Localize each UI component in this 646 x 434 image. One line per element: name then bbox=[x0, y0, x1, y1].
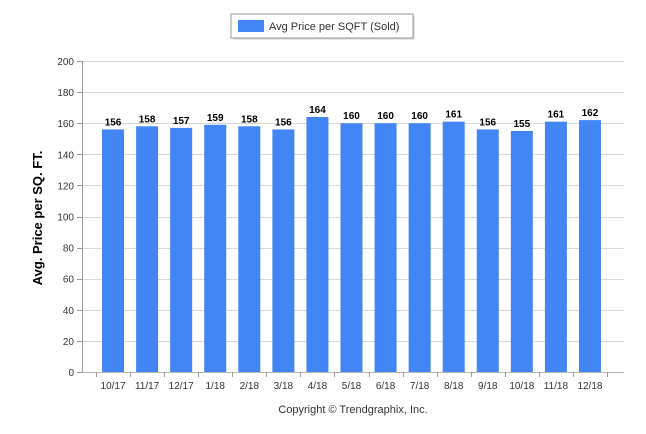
bar-data-label: 160 bbox=[377, 111, 394, 122]
y-tick-label: 160 bbox=[57, 119, 74, 130]
y-tick-label: 180 bbox=[57, 88, 74, 99]
x-tick-label: 8/18 bbox=[444, 381, 464, 392]
y-tick-label: 40 bbox=[63, 306, 75, 317]
bar-data-label: 164 bbox=[309, 105, 326, 116]
y-tick-label: 100 bbox=[57, 213, 74, 224]
bar bbox=[544, 121, 567, 373]
bar-data-label: 156 bbox=[479, 117, 496, 128]
bar-data-label: 156 bbox=[105, 117, 122, 128]
bar bbox=[578, 120, 601, 372]
legend-swatch bbox=[238, 20, 264, 32]
y-tick-label: 120 bbox=[57, 181, 74, 192]
y-tick-label: 20 bbox=[63, 337, 75, 348]
bar bbox=[408, 123, 431, 372]
x-tick-label: 11/18 bbox=[544, 381, 569, 392]
x-tick-label: 6/18 bbox=[376, 381, 396, 392]
y-tick-label: 140 bbox=[57, 150, 74, 161]
bar-data-label: 156 bbox=[275, 117, 292, 128]
x-axis: 10/17 11/17 12/17 1/18 2/18 3/18 4/18 5/18 6/18 7… bbox=[96, 372, 608, 392]
x-tick-label: 9/18 bbox=[478, 381, 498, 392]
bar-data-label: 158 bbox=[139, 114, 156, 125]
bar bbox=[102, 129, 125, 372]
bar bbox=[374, 123, 397, 372]
y-tick-label: 60 bbox=[63, 275, 75, 286]
y-tick-label: 80 bbox=[63, 244, 75, 255]
x-tick-label: 11/17 bbox=[135, 381, 160, 392]
y-axis: 0 20 40 60 80 100 120 140 160 180 200 bbox=[57, 57, 83, 379]
bar bbox=[476, 129, 499, 372]
bar-series: 156 158 157 159 158 156 164 160 160 160 161 156 155 1… bbox=[102, 105, 601, 373]
copyright-footer: Copyright © Trendgraphix, Inc. bbox=[278, 404, 427, 416]
y-tick-label: 0 bbox=[68, 368, 74, 379]
bar-data-label: 159 bbox=[207, 113, 224, 124]
x-tick-label: 10/18 bbox=[509, 381, 534, 392]
x-tick-label: 2/18 bbox=[240, 381, 260, 392]
bar-data-label: 162 bbox=[582, 108, 599, 119]
legend-label: Avg Price per SQFT (Sold) bbox=[269, 21, 399, 33]
bar bbox=[204, 124, 227, 372]
x-tick-label: 12/17 bbox=[169, 381, 194, 392]
x-tick-label: 12/18 bbox=[577, 381, 602, 392]
x-tick-label: 1/18 bbox=[205, 381, 225, 392]
bar-data-label: 161 bbox=[548, 110, 565, 121]
bar-data-label: 157 bbox=[173, 116, 190, 127]
x-tick-label: 4/18 bbox=[308, 381, 328, 392]
bar bbox=[442, 121, 465, 373]
bar bbox=[136, 126, 159, 372]
bar bbox=[340, 123, 363, 372]
y-axis-title: Avg. Price per SQ. FT. bbox=[30, 151, 45, 286]
bar bbox=[510, 130, 533, 372]
bar-data-label: 158 bbox=[241, 114, 258, 125]
legend: Avg Price per SQFT (Sold) bbox=[230, 13, 415, 40]
bar bbox=[238, 126, 261, 372]
x-tick-label: 7/18 bbox=[410, 381, 430, 392]
x-tick-label: 10/17 bbox=[101, 381, 126, 392]
bar bbox=[170, 127, 193, 373]
x-tick-label: 3/18 bbox=[274, 381, 294, 392]
bar-data-label: 155 bbox=[513, 119, 530, 130]
bar-data-label: 161 bbox=[445, 110, 462, 121]
bar-data-label: 160 bbox=[343, 111, 360, 122]
bar-data-label: 160 bbox=[411, 111, 428, 122]
y-tick-label: 200 bbox=[57, 57, 74, 68]
x-tick-label: 5/18 bbox=[342, 381, 362, 392]
bar bbox=[306, 116, 329, 372]
bar bbox=[272, 129, 295, 372]
